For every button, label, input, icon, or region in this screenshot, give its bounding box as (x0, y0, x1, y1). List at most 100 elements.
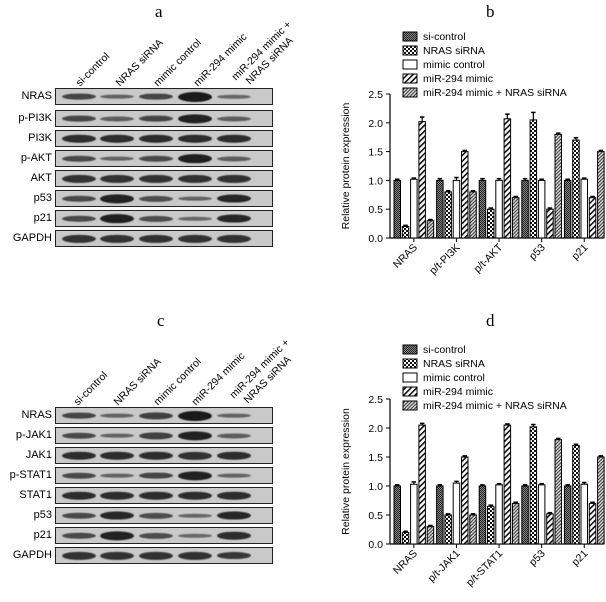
protein-band (217, 413, 251, 418)
bar (495, 179, 503, 239)
y-tick-label: 0.0 (368, 539, 383, 551)
protein-band (139, 234, 173, 243)
bar (401, 225, 410, 239)
protein-band (62, 412, 96, 419)
bar (410, 178, 418, 239)
protein-band (100, 94, 134, 99)
protein-band (139, 155, 173, 162)
protein-band (217, 473, 251, 478)
x-tick-label: p53 (527, 548, 548, 569)
panel-letter-a: a (155, 2, 163, 21)
x-tick-label: p53 (527, 242, 548, 263)
protein-band (178, 234, 212, 243)
protein-band (217, 155, 251, 162)
protein-band (139, 215, 173, 222)
protein-band (217, 551, 251, 560)
blot-strip (55, 110, 273, 127)
protein-band (62, 551, 96, 560)
protein-band (217, 234, 251, 243)
protein-band (139, 532, 173, 539)
bar (529, 119, 538, 239)
bar (597, 151, 605, 239)
protein-band (62, 115, 96, 122)
bar (563, 485, 572, 545)
protein-band (62, 532, 96, 539)
protein-band (178, 134, 212, 143)
blot-strip (55, 210, 273, 227)
legend-swatch (402, 372, 418, 383)
bar (546, 513, 554, 545)
y-tick-label: 2.0 (368, 118, 383, 130)
protein-band (62, 195, 96, 202)
bar (426, 526, 435, 545)
bar (588, 502, 597, 545)
bar-chart-b: si-control NRAS siRNA mimic control miR-294… (340, 31, 605, 277)
protein-band (100, 530, 134, 541)
western-blot-a: si-control NRAS siRNA mimic control miR-294… (0, 0, 300, 300)
bar (418, 121, 426, 239)
bar (410, 483, 418, 545)
blot-row-label: GAPDH (12, 232, 52, 244)
protein-band (139, 551, 173, 560)
legend-swatch (402, 31, 418, 42)
protein-band (217, 214, 251, 223)
blot-row-label: p-STAT1 (9, 469, 52, 481)
protein-band (100, 491, 134, 500)
blot-row-label: AKT (30, 172, 52, 184)
bar (444, 514, 452, 545)
protein-band (178, 513, 212, 518)
y-tick-label: 0.0 (368, 233, 383, 245)
protein-band (217, 491, 251, 500)
protein-band (217, 174, 251, 183)
x-tick-label: p/t-AKT (472, 241, 506, 275)
protein-band (62, 93, 96, 100)
protein-band (178, 551, 212, 560)
protein-band (139, 491, 173, 500)
panel-letter-b: b (486, 2, 495, 21)
bar (580, 483, 588, 545)
protein-band (62, 215, 96, 222)
legend-swatch (402, 386, 418, 397)
blot-strip (55, 88, 273, 105)
legend-label: mimic control (423, 372, 485, 384)
protein-band (178, 216, 212, 221)
bar-chart-d: si-control NRAS siRNA mimic control miR-294… (340, 344, 605, 589)
bar (572, 444, 580, 545)
protein-band (100, 451, 134, 460)
y-tick-label: 1.5 (368, 452, 383, 464)
legend-label: miR-294 mimic (423, 386, 493, 398)
blot-strip (55, 230, 273, 247)
blot-row-label: NRAS (21, 90, 52, 102)
protein-band (100, 134, 134, 143)
bar (521, 485, 529, 545)
blot-strip (55, 507, 273, 524)
bar (572, 139, 580, 239)
protein-band (178, 91, 212, 102)
y-tick-label: 1.0 (368, 175, 383, 187)
y-tick-label: 1.0 (368, 481, 383, 493)
x-tick-label: NRAS (391, 242, 420, 271)
legend-swatch (402, 358, 418, 369)
blot-strip (55, 150, 273, 167)
bar (588, 197, 597, 239)
legend-swatch (402, 73, 418, 84)
x-tick-label: p21 (569, 548, 590, 569)
blot-row-label: p21 (33, 529, 52, 541)
x-tick-label: p/t-JAK1 (426, 548, 463, 585)
y-tick-label: 0.5 (368, 510, 383, 522)
protein-band (62, 155, 96, 162)
bar (521, 179, 529, 239)
protein-band (139, 472, 173, 479)
bar (487, 208, 495, 239)
protein-band (62, 491, 96, 500)
protein-band (62, 134, 96, 143)
x-tick-label: p21 (569, 242, 590, 263)
blot-strip (55, 467, 273, 484)
bar (503, 118, 512, 239)
protein-band (100, 511, 134, 520)
protein-band (178, 153, 212, 164)
protein-band (100, 174, 134, 183)
blot-row-label: JAK1 (25, 449, 52, 461)
protein-band (139, 411, 173, 420)
bar (452, 179, 461, 239)
